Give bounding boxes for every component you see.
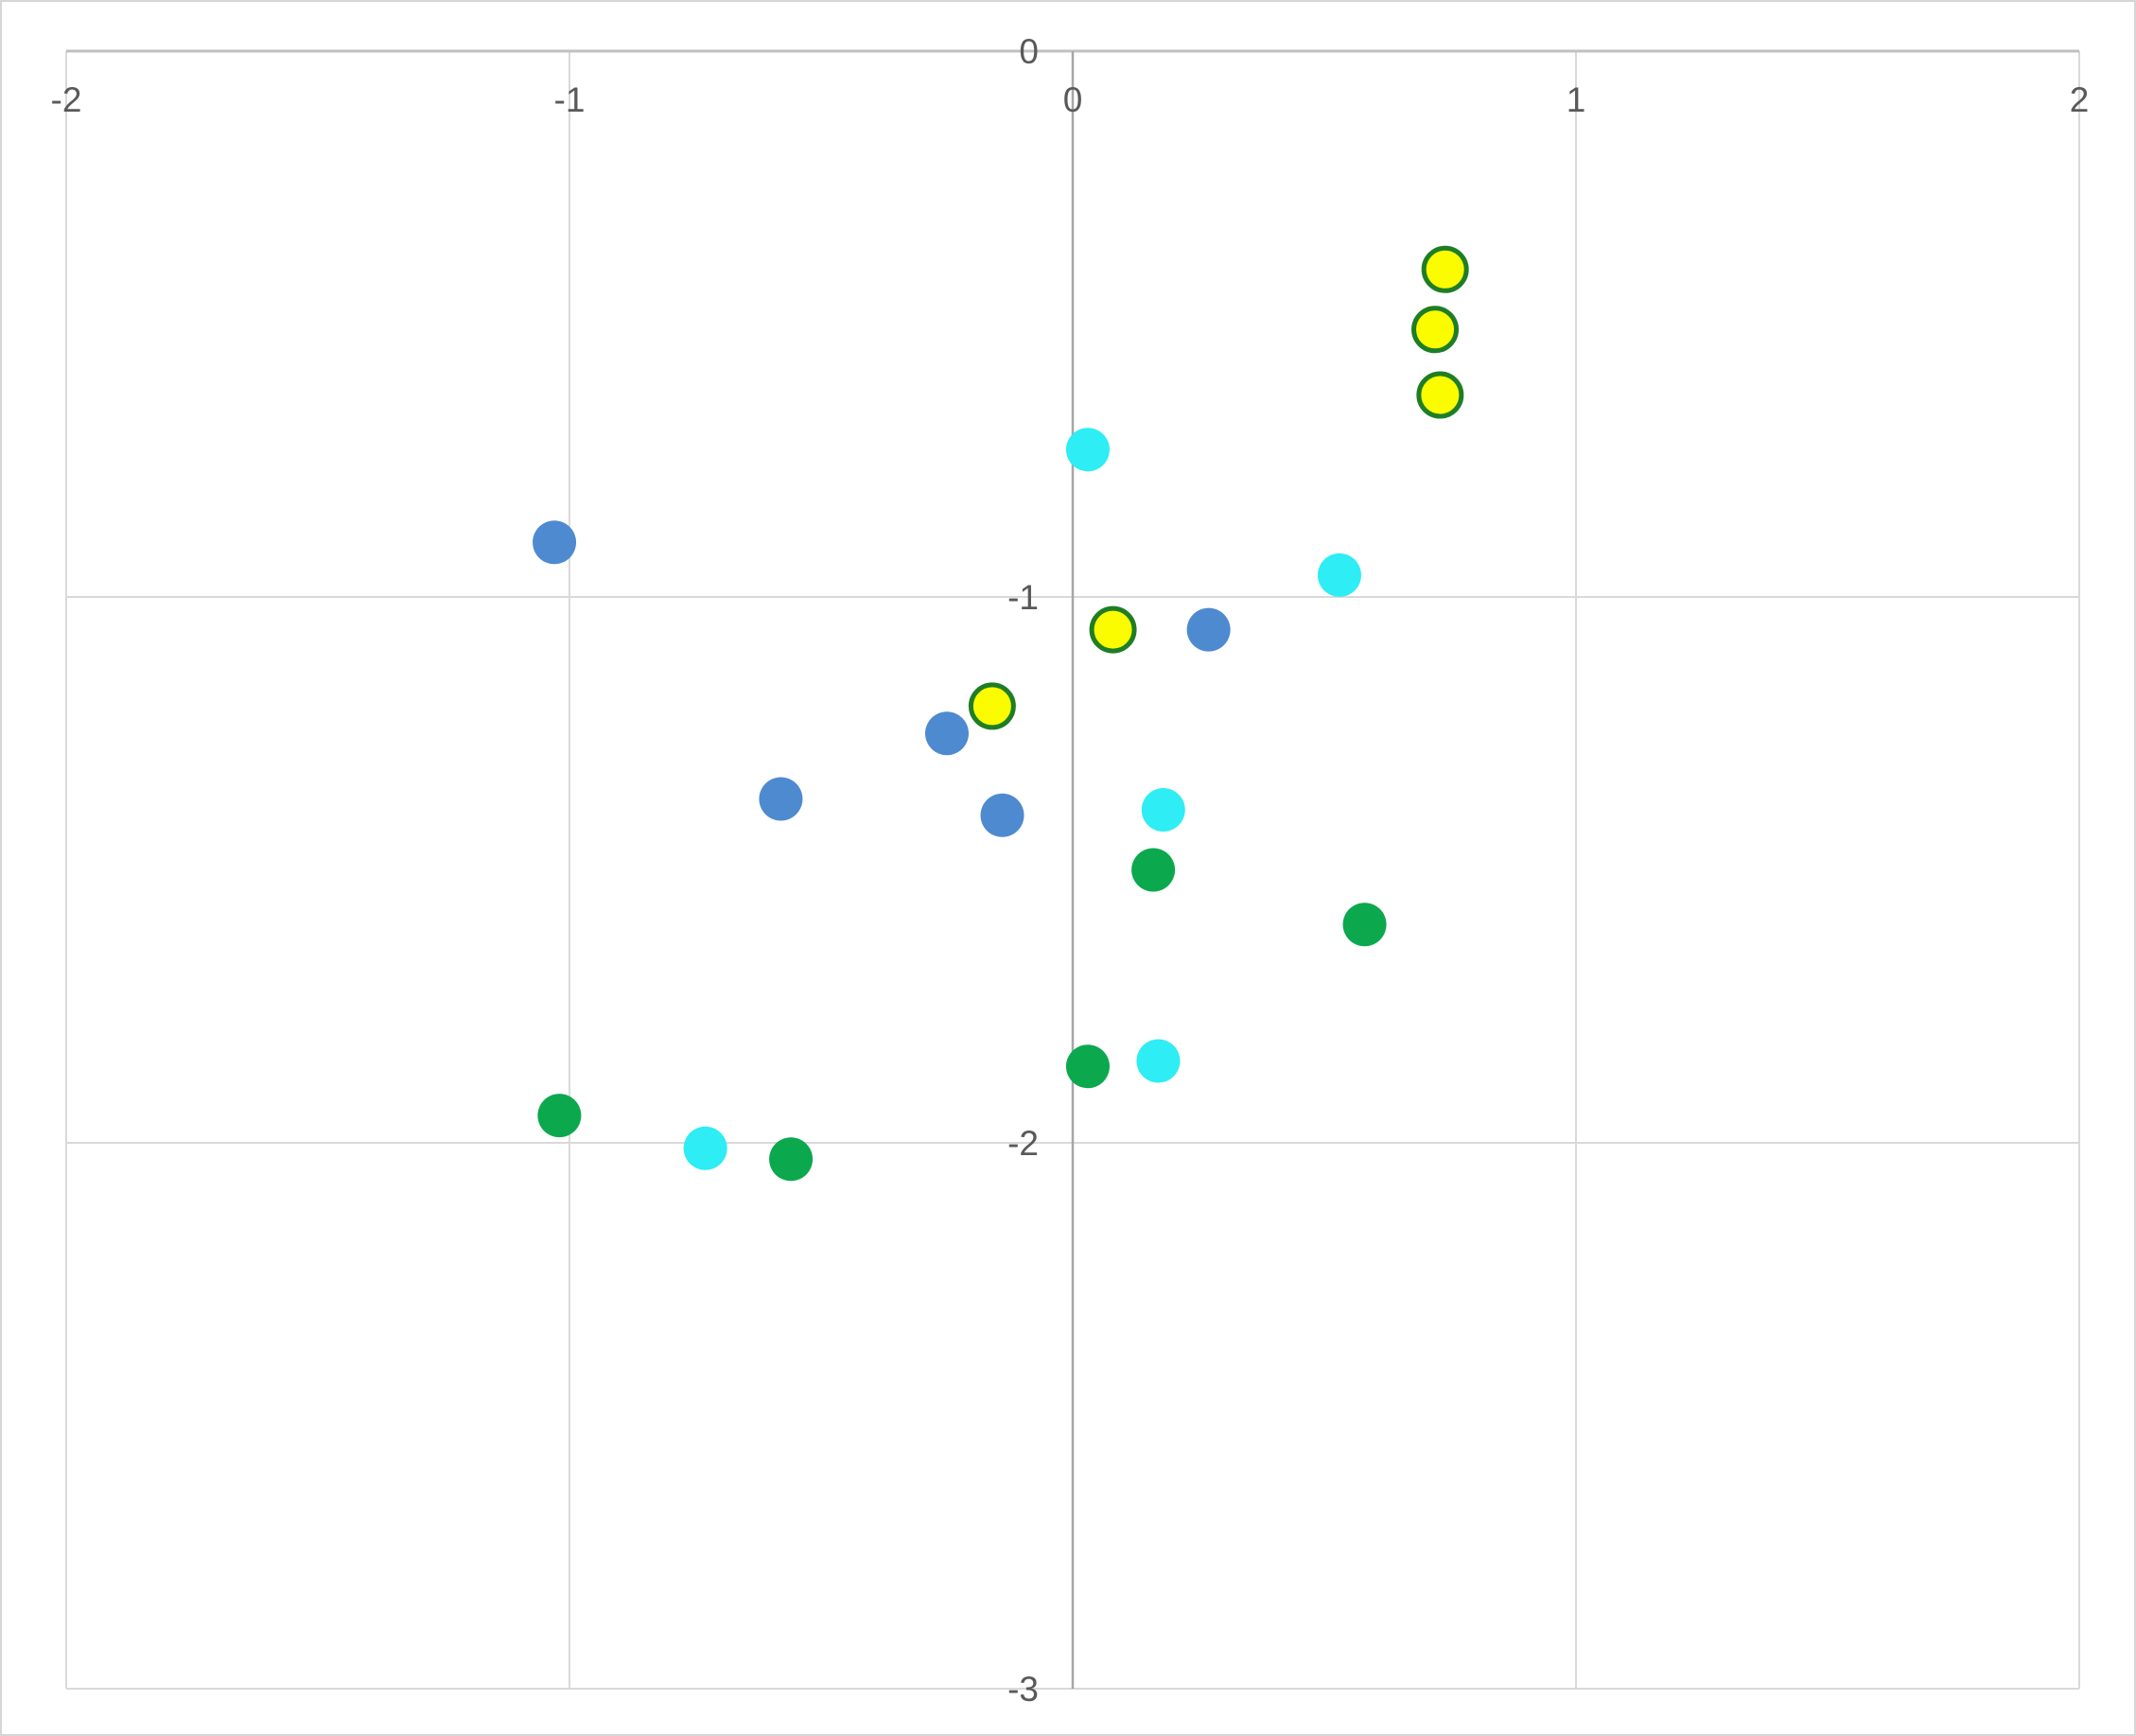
x-tick-label: -2 bbox=[51, 80, 82, 119]
series-cyan-data-point bbox=[683, 1126, 727, 1170]
series-yellow-data-point bbox=[1421, 245, 1469, 293]
y-tick-label: -2 bbox=[1007, 1124, 1039, 1163]
series-cyan-data-point bbox=[1136, 1039, 1181, 1083]
series-green-data-point bbox=[1342, 903, 1387, 947]
axis-lines bbox=[66, 49, 2079, 1689]
x-tick-label: 1 bbox=[1567, 80, 1586, 119]
series-blue-data-point bbox=[980, 793, 1024, 837]
y-axis-tick-labels: 0 -1 -2 -3 bbox=[1007, 32, 1039, 1709]
series-yellow-data-point bbox=[1089, 605, 1137, 654]
x-axis-tick-labels: -2 -1 0 1 2 bbox=[51, 80, 2090, 119]
series-blue-data-point bbox=[533, 520, 577, 565]
y-tick-label: -1 bbox=[1007, 578, 1039, 617]
series-green-data-point bbox=[1065, 1044, 1110, 1089]
y-tick-label: 0 bbox=[1019, 32, 1039, 71]
series-yellow-data-point bbox=[1416, 371, 1464, 419]
series-blue-data-point bbox=[759, 777, 803, 821]
series-blue-data-point bbox=[1186, 607, 1231, 652]
series-cyan-data-point bbox=[1065, 428, 1110, 472]
series-yellow-data-point bbox=[1411, 306, 1460, 354]
series-cyan-data-point bbox=[1317, 552, 1361, 597]
x-tick-label: -1 bbox=[554, 80, 586, 119]
series-green-data-point bbox=[1131, 848, 1176, 892]
x-tick-label: 2 bbox=[2070, 80, 2090, 119]
series-blue-data-point bbox=[925, 711, 969, 756]
series-yellow-data-point bbox=[968, 682, 1016, 730]
y-tick-label: -3 bbox=[1007, 1670, 1039, 1709]
x-tick-label: 0 bbox=[1063, 80, 1083, 119]
series-green-data-point bbox=[769, 1137, 814, 1182]
data-points bbox=[533, 245, 1469, 1182]
series-green-data-point bbox=[537, 1094, 582, 1138]
series-cyan-data-point bbox=[1141, 788, 1185, 833]
